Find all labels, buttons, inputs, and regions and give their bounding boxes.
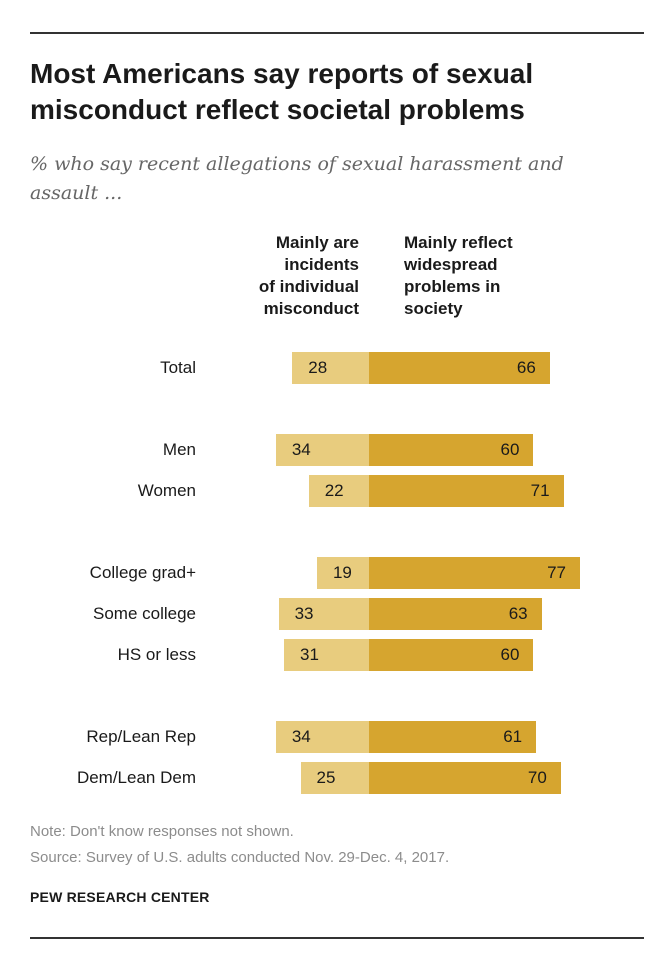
value-label-societal-rep-lean-rep: 61	[503, 727, 523, 746]
bar-societal-some-college	[369, 598, 542, 630]
value-label-individual-college-grad: 19	[332, 563, 352, 582]
bar-individual-college-grad	[316, 557, 369, 589]
value-label-individual-dem-lean-dem: 25	[316, 768, 336, 787]
value-label-societal-some-college: 63	[508, 604, 528, 623]
legend-individual-misconduct: Mainly are incidents of individual misco…	[258, 233, 359, 318]
top-rule	[30, 32, 644, 34]
bar-individual-dem-lean-dem	[300, 762, 369, 794]
value-label-individual-women: 22	[324, 481, 344, 500]
chart-source: Source: Survey of U.S. adults conducted …	[30, 849, 450, 866]
value-label-individual-rep-lean-rep: 34	[291, 727, 311, 746]
value-label-societal-hs-or-less: 60	[500, 645, 520, 664]
value-label-individual-hs-or-less: 31	[300, 645, 319, 664]
value-label-societal-college-grad: 77	[547, 563, 566, 582]
chart-title: Most Americans say reports of sexual mis…	[30, 58, 534, 125]
bar-individual-rep-lean-rep	[275, 721, 369, 753]
bar-societal-women	[369, 475, 564, 507]
chart-subtitle: % who say recent allegations of sexual h…	[30, 153, 564, 204]
bar-individual-men	[275, 434, 369, 466]
value-label-societal-men: 60	[500, 440, 520, 459]
category-label-college-grad: College grad+	[89, 563, 196, 582]
value-label-societal-total: 66	[516, 358, 536, 377]
bar-societal-rep-lean-rep	[369, 721, 537, 753]
bar-individual-some-college	[278, 598, 369, 630]
bar-societal-men	[369, 434, 534, 466]
bar-societal-total	[369, 352, 550, 384]
category-label-total: Total	[160, 358, 196, 377]
value-label-societal-women: 71	[530, 481, 550, 500]
bar-individual-total	[292, 352, 369, 384]
category-label-rep-lean-rep: Rep/Lean Rep	[86, 727, 196, 746]
value-label-individual-some-college: 33	[294, 604, 314, 623]
category-label-hs-or-less: HS or less	[117, 645, 196, 664]
bar-societal-hs-or-less	[369, 639, 534, 671]
category-label-some-college: Some college	[92, 604, 196, 623]
category-label-dem-lean-dem: Dem/Lean Dem	[76, 768, 196, 787]
legend-societal-problems: Mainly reflect widespread problems in so…	[404, 233, 513, 318]
value-label-individual-men: 34	[291, 440, 311, 459]
bar-individual-women	[308, 475, 369, 507]
category-label-women: Women	[137, 481, 196, 500]
value-label-societal-dem-lean-dem: 70	[527, 768, 547, 787]
category-label-men: Men	[162, 440, 196, 459]
chart-note: Note: Don't know responses not shown.	[30, 823, 294, 840]
bar-societal-college-grad	[369, 557, 580, 589]
bottom-rule	[30, 937, 644, 939]
bar-individual-hs-or-less	[284, 639, 369, 671]
bar-societal-dem-lean-dem	[369, 762, 561, 794]
value-label-individual-total: 28	[308, 358, 328, 377]
brand-label: PEW RESEARCH CENTER	[30, 889, 210, 905]
